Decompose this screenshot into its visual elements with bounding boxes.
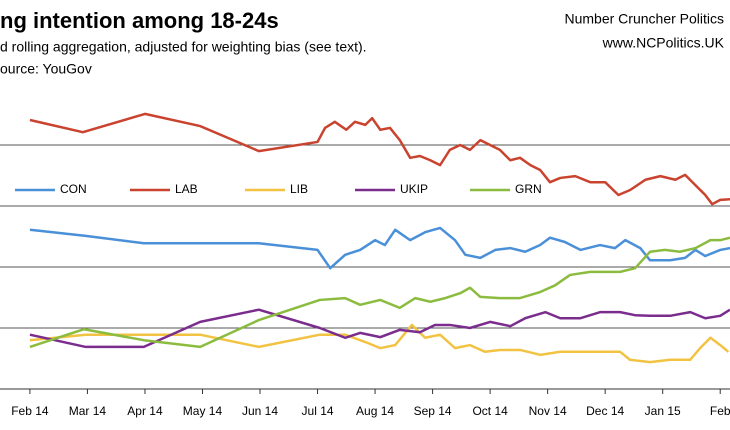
legend-label: LAB: [175, 182, 198, 196]
x-tick-label: Dec 14: [586, 404, 624, 418]
series-line: [29, 323, 730, 364]
x-tick-label: Aug 14: [356, 404, 394, 418]
legend-label: UKIP: [400, 182, 428, 196]
legend-label: GRN: [515, 182, 542, 196]
x-tick-label: Oct 14: [472, 404, 508, 418]
x-tick-label: Nov 14: [529, 404, 567, 418]
chart-source: ource: YouGov: [0, 61, 92, 77]
series-line: [29, 112, 730, 206]
x-tick-label: Mar 14: [69, 404, 107, 418]
x-tick-label: Jun 14: [242, 404, 278, 418]
chart-title: ng intention among 18-24s: [0, 8, 279, 33]
legend-label: CON: [60, 182, 87, 196]
series-line: [29, 236, 730, 349]
x-tick-label: Feb: [710, 404, 730, 418]
series-line: [29, 308, 730, 349]
x-tick-label: Jul 14: [302, 404, 334, 418]
legend-label: LIB: [290, 182, 308, 196]
x-tick-label: Jan 15: [645, 404, 681, 418]
x-tick-label: Feb 14: [11, 404, 49, 418]
chart-website: www.NCPolitics.UK: [602, 35, 725, 51]
chart-subtitle: d rolling aggregation, adjusted for weig…: [0, 39, 367, 55]
x-tick-label: Sep 14: [414, 404, 452, 418]
chart-credit: Number Cruncher Politics: [565, 11, 725, 27]
x-tick-label: Apr 14: [127, 404, 163, 418]
series-line: [29, 226, 730, 270]
x-tick-label: May 14: [183, 404, 223, 418]
